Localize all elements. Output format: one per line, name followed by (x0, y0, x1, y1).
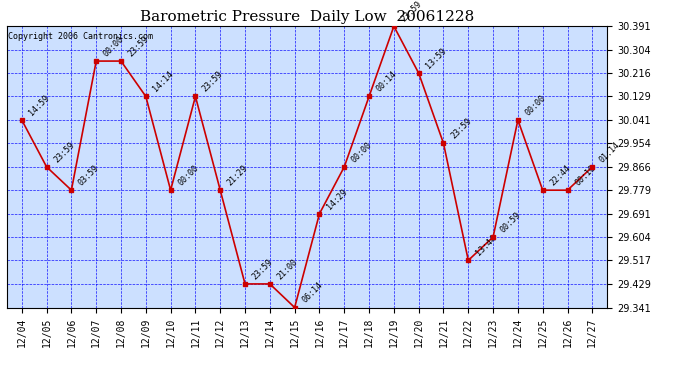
Text: 23:59: 23:59 (400, 0, 424, 24)
Text: 00:10: 00:10 (573, 164, 597, 188)
Text: 13:59: 13:59 (424, 46, 448, 70)
Text: 14:29: 14:29 (325, 187, 349, 211)
Text: 21:00: 21:00 (275, 257, 299, 281)
Text: 23:59: 23:59 (201, 70, 225, 94)
Text: 23:59: 23:59 (449, 117, 473, 141)
Text: 13:44: 13:44 (474, 234, 498, 258)
Text: 00:00: 00:00 (524, 93, 547, 117)
Text: 23:59: 23:59 (250, 257, 275, 281)
Text: 22:44: 22:44 (549, 164, 572, 188)
Title: Barometric Pressure  Daily Low  20061228: Barometric Pressure Daily Low 20061228 (140, 10, 474, 24)
Text: 23:59: 23:59 (126, 34, 150, 58)
Text: 21:29: 21:29 (226, 164, 250, 188)
Text: 14:14: 14:14 (151, 70, 175, 94)
Text: 14:59: 14:59 (28, 93, 51, 117)
Text: 00:00: 00:00 (176, 164, 200, 188)
Text: 00:14: 00:14 (375, 70, 399, 94)
Text: 00:00: 00:00 (350, 140, 374, 164)
Text: 06:14: 06:14 (300, 280, 324, 305)
Text: 00:59: 00:59 (499, 210, 523, 234)
Text: 23:59: 23:59 (52, 140, 76, 164)
Text: 03:59: 03:59 (77, 164, 101, 188)
Text: 01:14: 01:14 (598, 140, 622, 164)
Text: Copyright 2006 Cantronics.com: Copyright 2006 Cantronics.com (8, 32, 153, 41)
Text: 00:00: 00:00 (101, 34, 126, 58)
